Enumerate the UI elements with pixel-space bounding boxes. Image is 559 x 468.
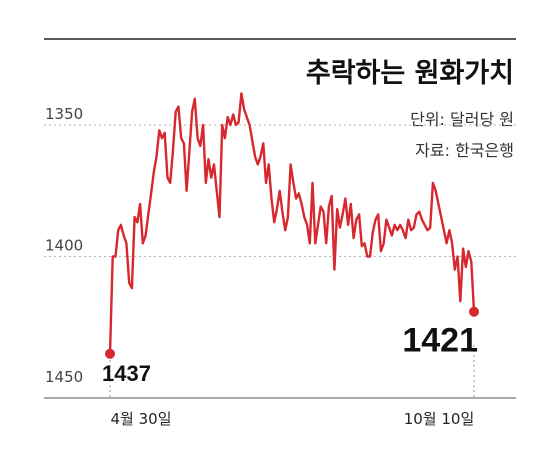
- end-point-marker: [469, 306, 479, 317]
- series-line-krw-usd: [108, 92, 476, 355]
- y-tick-labels: 1350 1400 1450: [45, 105, 83, 386]
- chart-title: 추락하는 원화가치: [306, 58, 514, 89]
- unit-note: 단위: 달러당 원: [410, 110, 514, 129]
- end-value-label: 1421: [402, 322, 478, 360]
- start-value-label: 1437: [102, 361, 151, 386]
- x-tick-label-start: 4월 30일: [111, 410, 172, 428]
- source-note: 자료: 한국은행: [415, 141, 514, 160]
- start-point-marker: [105, 348, 115, 359]
- y-tick-label-1350: 1350: [45, 105, 83, 123]
- x-tick-label-end: 10월 10일: [404, 410, 475, 428]
- y-tick-label-1450: 1450: [45, 368, 83, 386]
- grid-lines: [44, 124, 516, 257]
- y-tick-label-1400: 1400: [45, 237, 83, 255]
